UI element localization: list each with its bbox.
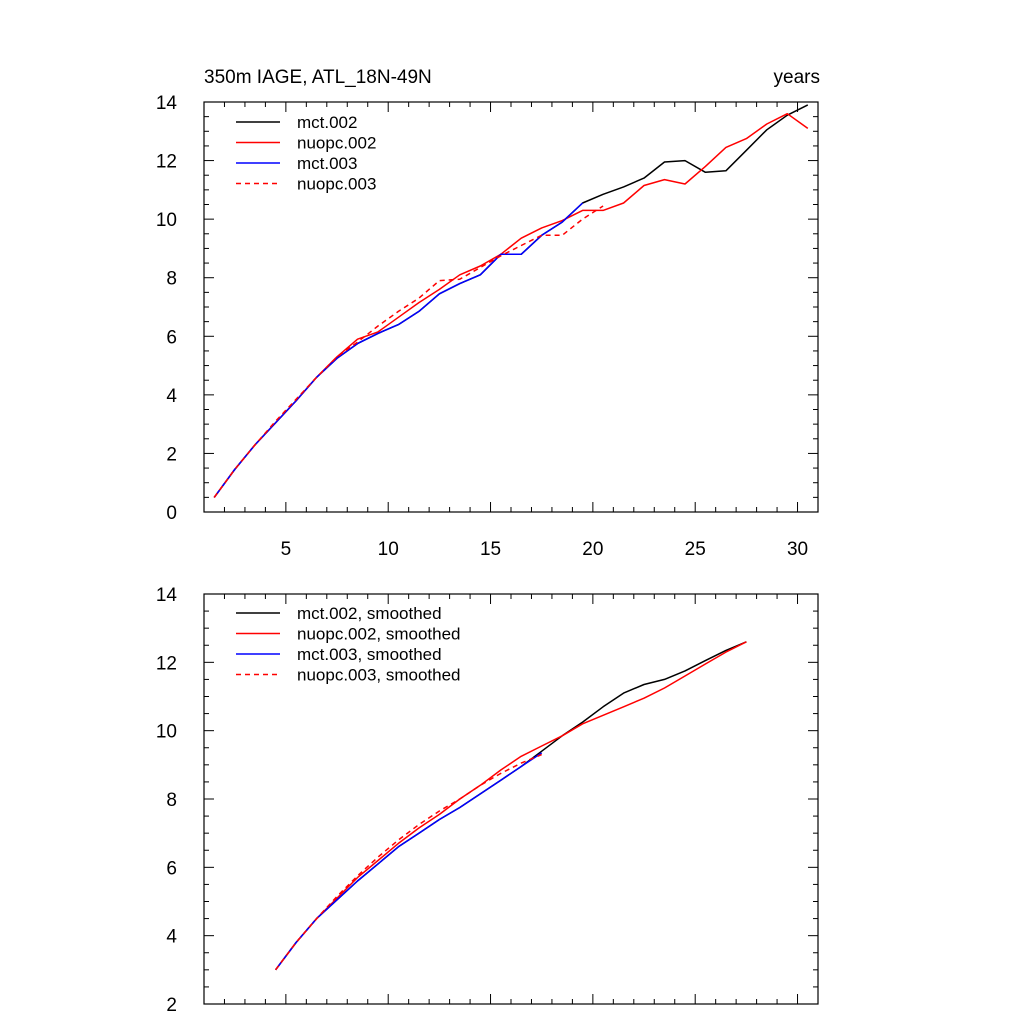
p0-legend-label: mct.002: [297, 113, 357, 132]
p1-y-ticks: [204, 593, 818, 1005]
top-panel: 5 10 15 20 25 30 0 2 4 6 8 10 12 14 mct.002 nuopc.002mc…: [156, 93, 819, 560]
chart-title: 350m IAGE, ATL_18N-49N: [204, 67, 432, 88]
p0-y-tick-label: 14: [156, 93, 178, 114]
p1-legend-label: mct.003, smoothed: [297, 645, 442, 664]
p1-series-line-2: [275, 752, 543, 971]
p0-y-tick-label: 6: [166, 327, 177, 348]
p0-y-tick-label: 2: [166, 444, 177, 465]
p0-legend-label: mct.003: [297, 154, 357, 173]
p0-series-line-2: [213, 202, 584, 498]
bottom-panel: 2 4 6 8 10 12 14 mct.002, smoothed nuopc.002, sm…: [156, 585, 819, 1016]
p1-y-tick-label: 4: [166, 927, 177, 948]
p0-x-tick-label: 5: [281, 539, 292, 560]
chart-title-units: years: [774, 67, 820, 88]
p0-legend-label: nuopc.002: [297, 134, 376, 153]
p1-legend-label: nuopc.003, smoothed: [297, 666, 461, 685]
p0-y-tick-label: 4: [166, 386, 177, 407]
p0-y-ticks: [204, 101, 818, 513]
p0-x-tick-label: 20: [582, 539, 603, 560]
p1-series-line-1: [275, 641, 747, 971]
p1-y-tick-label: 12: [156, 653, 177, 674]
p0-y-tick-label: 8: [166, 269, 177, 290]
p1-x-ticks: [203, 594, 819, 1004]
p0-x-tick-label: 15: [480, 539, 501, 560]
p0-x-tick-label: 30: [787, 539, 808, 560]
p0-series-line-3: [213, 205, 604, 498]
p1-y-tick-label: 10: [156, 722, 177, 743]
p0-y-tick-label: 10: [156, 210, 177, 231]
p1-legend-label: nuopc.002, smoothed: [297, 625, 461, 644]
p1-series-line-3: [275, 753, 542, 971]
p1-y-tick-label: 14: [156, 585, 178, 606]
p1-y-tick-label: 8: [166, 790, 177, 811]
p0-y-tick-label: 12: [156, 152, 177, 173]
p0-x-tick-label: 10: [378, 539, 399, 560]
p0-x-ticks: [203, 102, 819, 512]
p1-y-tick-label: 2: [166, 995, 177, 1016]
p0-legend-label: nuopc.003: [297, 175, 376, 194]
p1-legend: mct.002, smoothed nuopc.002, smoothedmct.…: [236, 604, 461, 685]
p1-y-tick-label: 6: [166, 858, 177, 879]
p1-series-line-0: [275, 641, 747, 971]
p1-legend-label: mct.002, smoothed: [297, 604, 442, 623]
p0-y-tick-label: 0: [166, 503, 177, 524]
p0-x-tick-label: 25: [685, 539, 706, 560]
